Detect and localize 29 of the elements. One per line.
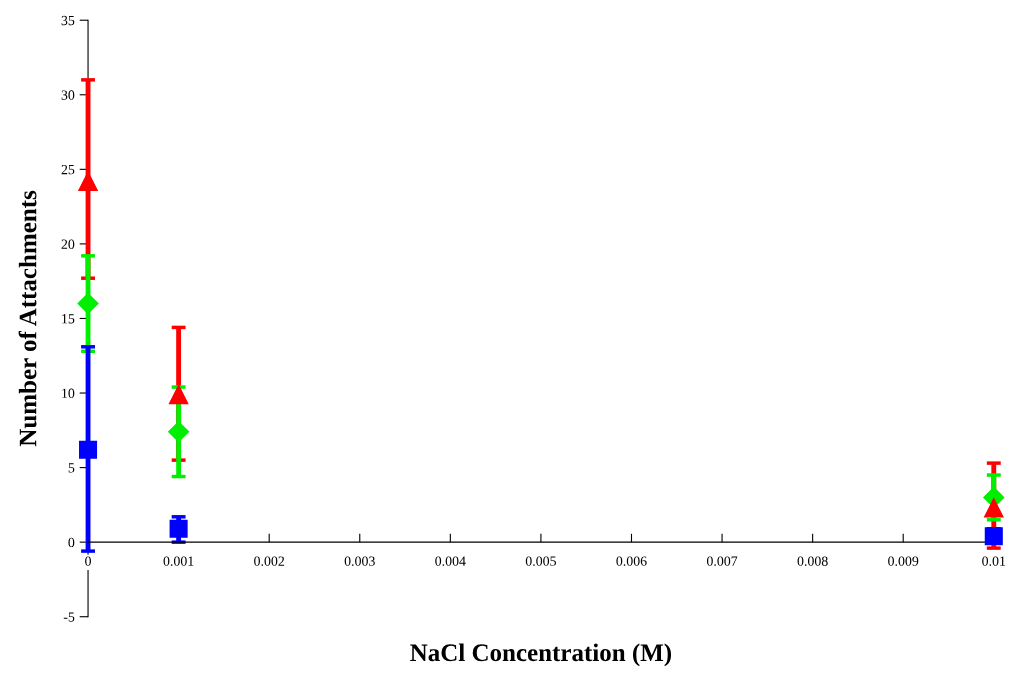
y-tick-label: 0 bbox=[68, 537, 75, 548]
point bbox=[77, 293, 99, 315]
x-axis-title: NaCl Concentration (M) bbox=[410, 643, 672, 667]
y-tick-label: 10 bbox=[62, 388, 75, 398]
y-tick-label: 5 bbox=[68, 463, 75, 473]
point bbox=[168, 384, 189, 405]
x-tick-label: 0.005 bbox=[525, 556, 556, 566]
point bbox=[79, 440, 98, 459]
x-tick-label: 0.006 bbox=[616, 556, 647, 566]
x-tick-label: 0 bbox=[85, 556, 91, 566]
point bbox=[169, 519, 188, 538]
x-tick-label: 0.001 bbox=[163, 556, 194, 566]
x-tick-label: 0.007 bbox=[706, 556, 738, 566]
y-tick-label: 20 bbox=[61, 239, 75, 249]
x-tick-label: 0.004 bbox=[435, 556, 466, 566]
x-tick-label: 0.01 bbox=[982, 556, 1006, 566]
x-tick-label: 0.009 bbox=[888, 556, 919, 566]
point bbox=[984, 498, 1004, 518]
y-tick-label: 35 bbox=[61, 15, 75, 26]
point bbox=[168, 421, 190, 443]
y-tick-label: -5 bbox=[63, 612, 75, 622]
y-axis-title: Number of Attachments bbox=[18, 190, 37, 447]
x-tick-label: 0.008 bbox=[797, 556, 828, 566]
point bbox=[984, 527, 1003, 546]
y-tick-label: 30 bbox=[61, 90, 75, 100]
x-tick-label: 0.002 bbox=[254, 556, 285, 566]
y-tick-label: 15 bbox=[62, 314, 75, 324]
x-tick-label: 0.003 bbox=[344, 556, 375, 566]
y-tick-label: 25 bbox=[61, 164, 75, 175]
